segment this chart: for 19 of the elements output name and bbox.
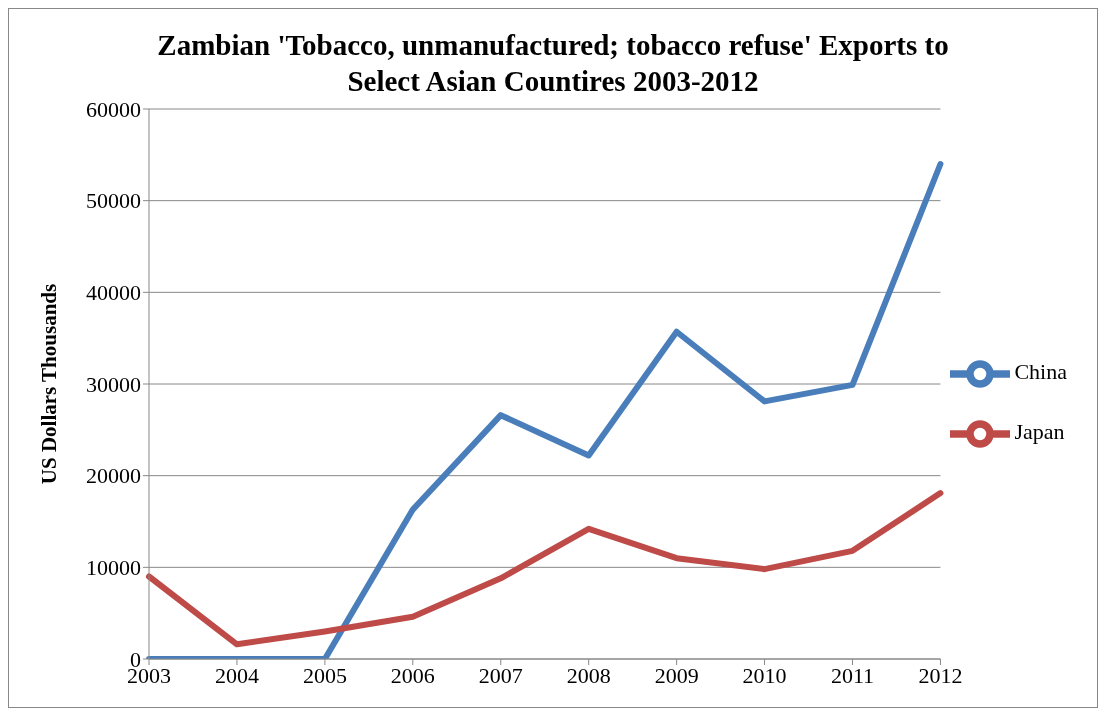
legend-label: Japan: [1014, 419, 1065, 445]
y-tick-label: 30000: [86, 371, 141, 397]
y-tick-label: 60000: [86, 96, 141, 122]
x-tick-label: 2010: [742, 662, 787, 688]
y-tick-label: 40000: [86, 280, 141, 306]
x-tick-label: 2007: [478, 662, 523, 688]
x-tick-label: 2004: [214, 662, 259, 688]
x-tick-label: 2008: [566, 662, 611, 688]
y-axis-title: US Dollars Thousands: [37, 283, 62, 485]
x-tick-label: 2011: [830, 662, 875, 688]
x-tick-label: 2009: [654, 662, 699, 688]
y-tick-label: 50000: [86, 188, 141, 214]
y-tick-label: 20000: [86, 463, 141, 489]
chart-title: Zambian 'Tobacco, unmanufactured; tobacco refuse' Exports to Select Asian Countires 2003-2012: [156, 28, 950, 99]
x-tick-label: 2012: [918, 662, 963, 688]
x-tick-label: 2005: [302, 662, 347, 688]
y-tick-label: 10000: [86, 555, 141, 581]
x-tick-label: 2006: [390, 662, 435, 688]
legend-label: China: [1014, 359, 1067, 385]
